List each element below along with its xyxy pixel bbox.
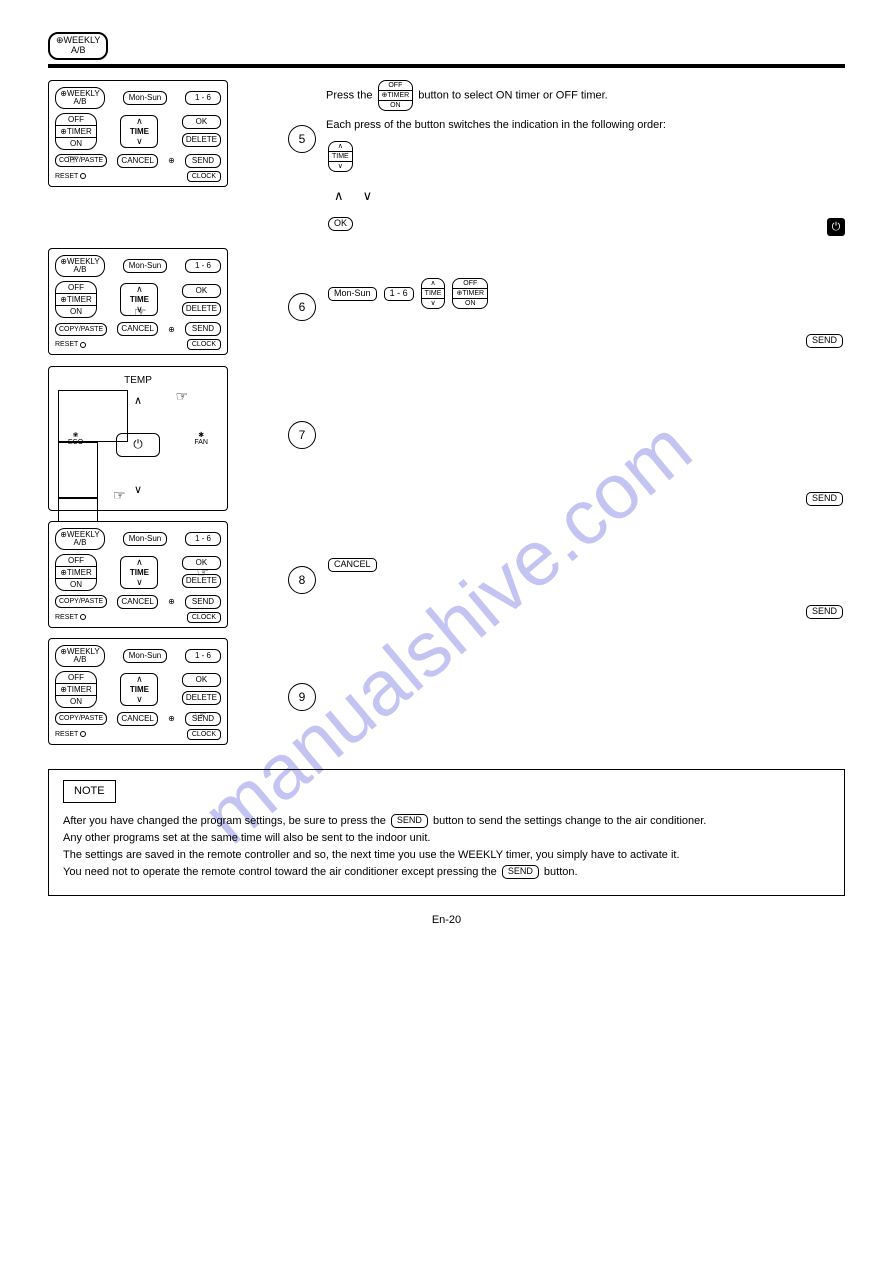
- remote-diagram-6: ⊕WEEKLYA/B Mon-Sun 1 - 6 OFF⊕TIMERON ∧TI…: [48, 248, 228, 355]
- send-button-inline: SEND: [806, 605, 843, 619]
- off-timer-on-button-inline: OFF⊕TIMERON: [452, 278, 488, 309]
- step-number-8: 8: [288, 566, 316, 594]
- power-icon: ⏻: [827, 218, 845, 236]
- step-5-text: Press the OFF⊕TIMERON button to select O…: [326, 80, 845, 239]
- note-box: NOTE After you have changed the program …: [48, 769, 845, 896]
- header-weekly-button: ⊕WEEKLY A/B: [48, 32, 108, 60]
- ok-button-inline: OK: [328, 217, 353, 231]
- off-timer-on-button-icon: OFF⊕TIMERON: [378, 80, 414, 111]
- remote-diagram-8: ⊕WEEKLYA/B Mon-Sun 1 - 6 OFF⊕TIMERON ∧TI…: [48, 521, 228, 628]
- remote-diagram-9: ⊕WEEKLYA/B Mon-Sun 1 - 6 OFF⊕TIMERON ∧TI…: [48, 638, 228, 745]
- step-number-6: 6: [288, 293, 316, 321]
- cancel-button-inline: CANCEL: [328, 558, 377, 572]
- send-button-inline: SEND: [806, 334, 843, 348]
- send-button-inline: SEND: [502, 865, 539, 879]
- mon-sun-button-inline: Mon-Sun: [328, 287, 377, 301]
- step-number-5: 5: [288, 125, 316, 153]
- pointing-hand-icon: ☞: [113, 487, 126, 504]
- remote-temp-diagram: TEMP ⏻ ∧ ∨ ❀ECO ✱FAN ☞ ☞: [48, 366, 228, 511]
- pointing-hand-icon: ☞: [175, 388, 188, 405]
- step-9-row: ⊕WEEKLYA/B Mon-Sun 1 - 6 OFF⊕TIMERON ∧TI…: [48, 638, 845, 745]
- header-rule: [48, 64, 845, 68]
- remote-diagram-5: ⊕WEEKLYA/B Mon-Sun 1 - 6 OFF⊕TIMERON ∧TI…: [48, 80, 228, 187]
- time-button-inline: ∧TIME∨: [421, 278, 446, 309]
- time-button-icon: ∧TIME∨: [328, 141, 353, 172]
- step-7-row: TEMP ⏻ ∧ ∨ ❀ECO ✱FAN ☞ ☞ 7: [48, 366, 845, 511]
- step-number-7: 7: [288, 421, 316, 449]
- note-label: NOTE: [63, 780, 116, 803]
- step-5-row: ⊕WEEKLYA/B Mon-Sun 1 - 6 OFF⊕TIMERON ∧TI…: [48, 80, 845, 239]
- step-number-9: 9: [288, 683, 316, 711]
- step-6-row: ⊕WEEKLYA/B Mon-Sun 1 - 6 OFF⊕TIMERON ∧TI…: [48, 248, 845, 356]
- send-button-inline: SEND: [391, 814, 428, 828]
- page-number: En-20: [48, 914, 845, 926]
- send-button-inline: SEND: [806, 492, 843, 506]
- step-8-row: ⊕WEEKLYA/B Mon-Sun 1 - 6 OFF⊕TIMERON ∧TI…: [48, 521, 845, 628]
- one-six-button-inline: 1 - 6: [384, 287, 414, 301]
- step-6-text: ⏻ Mon-Sun 1 - 6 ∧TIME∨ OFF⊕TIMERON SEND: [326, 248, 845, 356]
- step-8-text: SEND CANCEL SEND: [326, 521, 845, 627]
- page-header: ⊕WEEKLY A/B: [48, 32, 845, 60]
